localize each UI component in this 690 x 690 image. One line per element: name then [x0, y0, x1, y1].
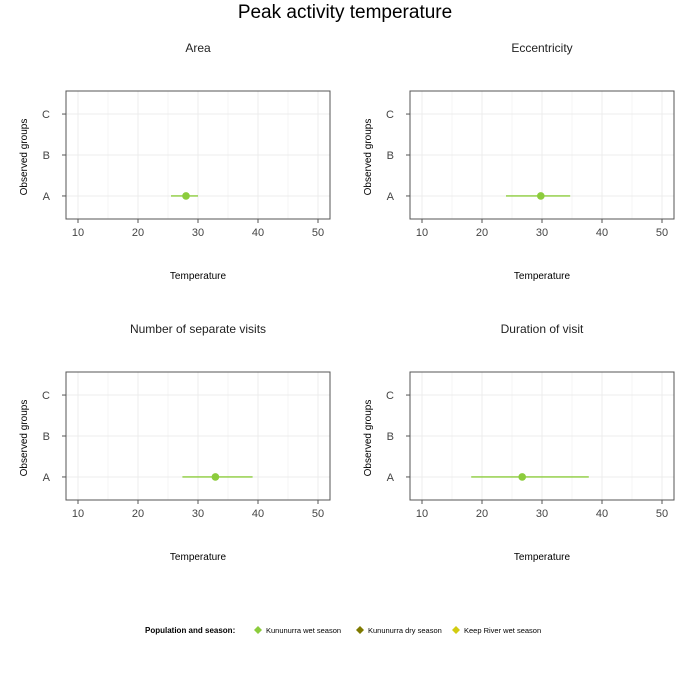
y-axis-label: Observed groups [19, 400, 30, 477]
x-axis-label: Temperature [170, 552, 227, 563]
panel-title: Area [185, 41, 211, 55]
data-point [211, 473, 220, 481]
legend-item-label: Kununurra wet season [266, 626, 341, 635]
x-tick-label: 10 [72, 508, 84, 520]
x-tick-label: 20 [476, 227, 488, 239]
y-tick-label: B [43, 150, 50, 162]
x-tick-label: 10 [72, 227, 84, 239]
x-tick-label: 30 [192, 508, 204, 520]
y-tick-label: C [42, 390, 50, 402]
x-tick-label: 40 [252, 227, 264, 239]
legend-item-label: Kununurra dry season [368, 626, 442, 635]
chart-panel: Area 10 20 30 40 50 A B C Temperature Observed gro… [19, 41, 331, 282]
legend-item-label: Keep River wet season [464, 626, 541, 635]
panel-title: Duration of visit [501, 322, 584, 336]
y-tick-label: A [387, 191, 395, 203]
y-tick-label: C [42, 109, 50, 121]
x-tick-label: 20 [476, 508, 488, 520]
y-tick-label: B [43, 431, 50, 443]
y-tick-label: A [43, 472, 51, 484]
legend-title: Population and season: [145, 626, 235, 635]
x-tick-label: 20 [132, 227, 144, 239]
x-tick-label: 20 [132, 508, 144, 520]
y-tick-label: A [387, 472, 395, 484]
x-tick-label: 40 [596, 508, 608, 520]
x-tick-label: 50 [656, 508, 668, 520]
panel-title: Eccentricity [511, 41, 572, 55]
chart-panel: Eccentricity 10 20 30 40 50 A B C Temperature Obse… [363, 41, 675, 282]
legend-key-icon [254, 626, 262, 634]
data-point [182, 192, 190, 200]
y-axis-label: Observed groups [363, 400, 374, 477]
legend: Population and season: Kununurra wet sea… [145, 626, 541, 635]
chart-panel: Number of separate visits 10 20 30 40 50 A B C Te… [19, 322, 331, 563]
figure-title: Peak activity temperature [238, 2, 452, 23]
legend-key-icon [452, 626, 460, 634]
y-tick-label: B [387, 431, 394, 443]
data-point [537, 192, 545, 200]
x-axis-label: Temperature [514, 552, 571, 563]
data-point [518, 473, 526, 481]
y-tick-label: B [387, 150, 394, 162]
x-tick-label: 50 [312, 227, 324, 239]
x-tick-label: 40 [252, 508, 264, 520]
x-tick-label: 30 [536, 508, 548, 520]
x-tick-label: 40 [596, 227, 608, 239]
y-axis-label: Observed groups [363, 119, 374, 196]
y-tick-label: C [386, 109, 394, 121]
x-tick-label: 10 [416, 508, 428, 520]
y-tick-label: A [43, 191, 51, 203]
y-axis-label: Observed groups [19, 119, 30, 196]
x-axis-label: Temperature [170, 271, 227, 282]
y-tick-label: C [386, 390, 394, 402]
legend-key-icon [356, 626, 364, 634]
x-tick-label: 30 [192, 227, 204, 239]
panel-title: Number of separate visits [130, 322, 266, 336]
x-axis-label: Temperature [514, 271, 571, 282]
x-tick-label: 10 [416, 227, 428, 239]
x-tick-label: 50 [656, 227, 668, 239]
x-tick-label: 30 [536, 227, 548, 239]
x-tick-label: 50 [312, 508, 324, 520]
chart-panel: Duration of visit 10 20 30 40 50 A B C Temperatur… [363, 322, 675, 563]
